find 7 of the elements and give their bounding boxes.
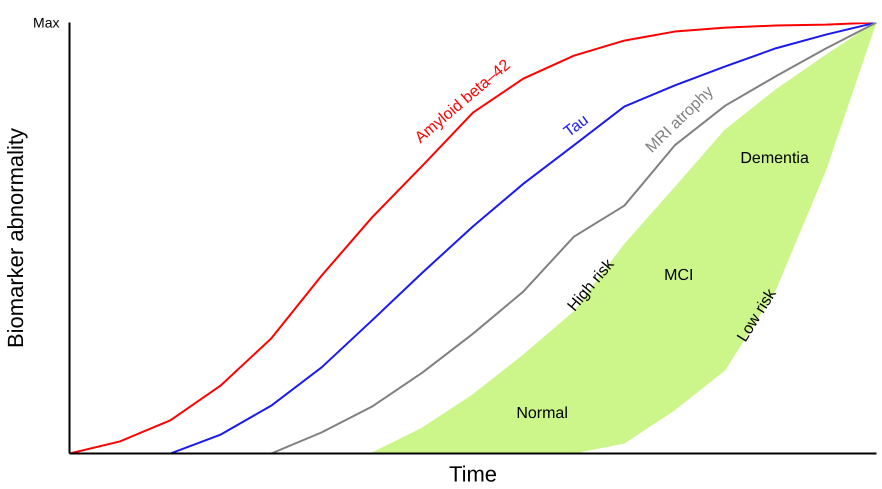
annotation: Dementia (740, 150, 809, 168)
annotation: Normal (516, 404, 568, 422)
text: Max (33, 14, 60, 30)
text: Tau (560, 112, 592, 141)
annotation: MCI (664, 266, 694, 284)
y-axis-title: Biomarker abnormality (3, 128, 28, 348)
x-axis-title: Time (448, 462, 498, 486)
